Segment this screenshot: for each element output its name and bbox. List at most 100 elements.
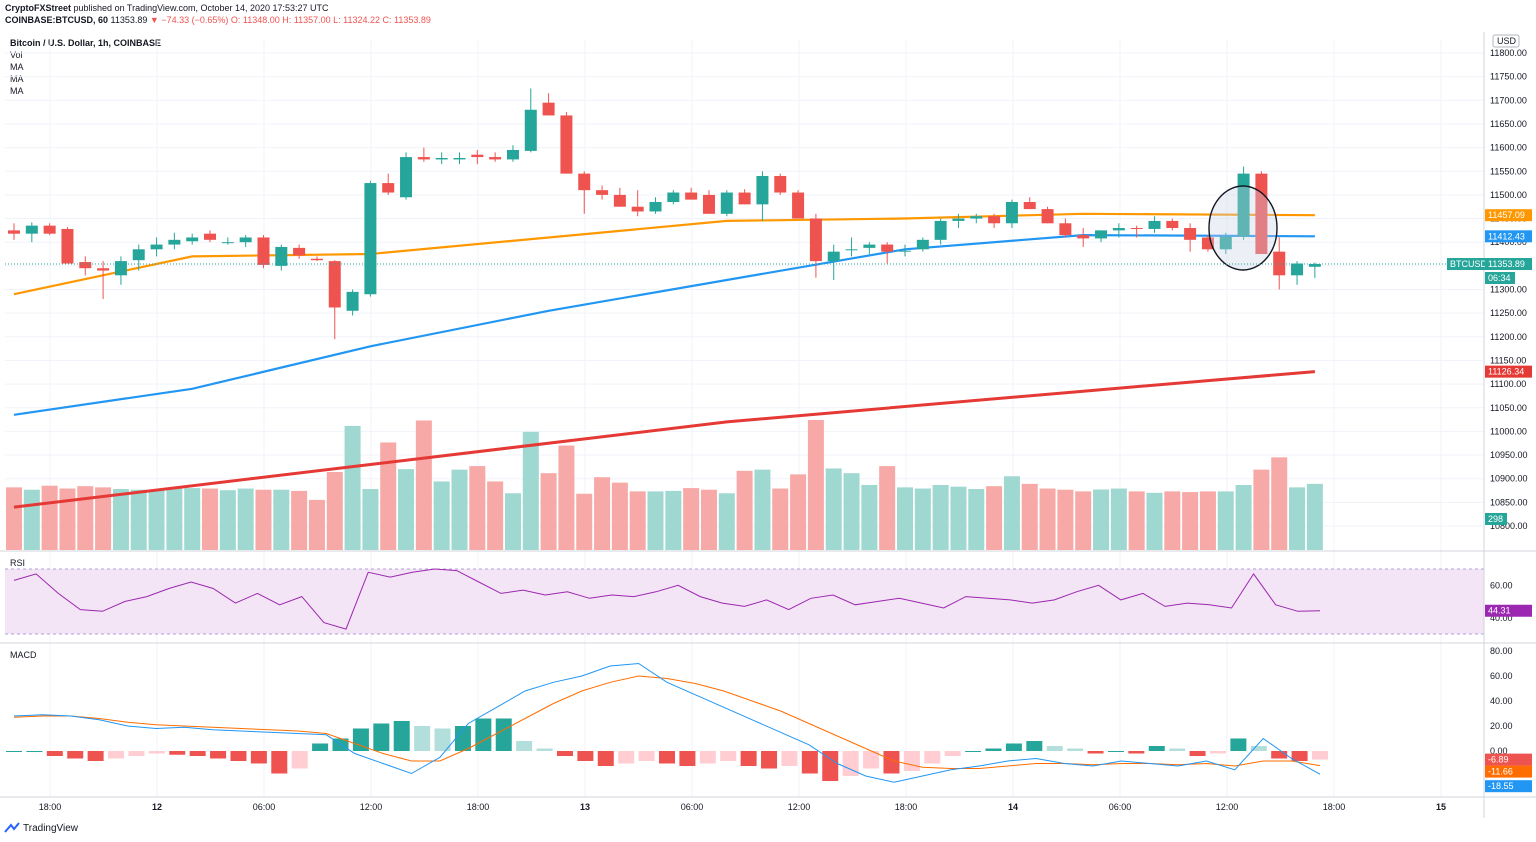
volume-bar [415, 420, 432, 550]
macd-histogram-bar [1230, 738, 1247, 751]
volume-bar [1075, 491, 1092, 550]
volume-bar [558, 445, 575, 550]
macd-line-value-label: -18.55 [1488, 781, 1514, 791]
volume-bar [861, 485, 878, 550]
volume-bar [1182, 492, 1199, 550]
volume-bar [1128, 491, 1145, 550]
price-tick-label: 11650.00 [1490, 119, 1527, 129]
price-tick-label: 11700.00 [1490, 95, 1527, 105]
candle-body [275, 246, 288, 266]
macd-histogram-bar [536, 748, 553, 751]
macd-histogram-bar [842, 751, 859, 776]
legend-item-ma[interactable]: MA [10, 74, 24, 84]
published-text: published on TradingView.com, October 14… [73, 3, 329, 13]
volume-bar [130, 489, 147, 550]
volume-bar [1306, 483, 1323, 550]
macd-histogram-bar [863, 751, 880, 769]
macd-histogram-bar [1148, 746, 1165, 751]
candle-body [1166, 220, 1179, 229]
macd-histogram-bar [352, 728, 369, 751]
volume-bar [1110, 488, 1127, 550]
legend-item-ma[interactable]: MA [10, 62, 24, 72]
volume-bar [487, 481, 504, 550]
volume-bar [1003, 476, 1020, 550]
volume-bar [790, 474, 807, 550]
macd-histogram-bar [6, 751, 22, 752]
candle-body [1237, 173, 1250, 237]
candle-body [364, 183, 377, 295]
ma-blue-line [13, 233, 1315, 416]
macd-histogram-bar [495, 718, 512, 751]
price-tick-label: 11600.00 [1490, 143, 1527, 153]
volume-bar [1271, 457, 1288, 550]
candle-body [1041, 209, 1054, 224]
volume-bar [968, 489, 985, 550]
price-tick-label: 11000.00 [1490, 426, 1527, 436]
rsi-band [5, 569, 1484, 634]
candle-body [1059, 223, 1072, 236]
volume-bar [986, 486, 1003, 550]
volume-bar [914, 488, 931, 550]
price-tick-label: 11800.00 [1490, 48, 1527, 58]
macd-histogram-bar [903, 751, 920, 771]
time-tick-label: 14 [1008, 802, 1018, 812]
volume-bar [344, 425, 361, 550]
rsi-pane-label[interactable]: RSI [10, 558, 26, 568]
rsi-value-label-bg [1485, 604, 1532, 617]
macd-histogram-bar [1067, 748, 1084, 751]
volume-value-label: 298 [1488, 514, 1503, 524]
countdown-label-bg [1485, 272, 1515, 285]
candle-body [328, 261, 341, 308]
candle-body [916, 239, 929, 250]
volume-bar [219, 490, 236, 550]
time-tick-label: 13 [580, 802, 590, 812]
legend-item-vol[interactable]: Vol [10, 50, 23, 60]
candle-body [186, 237, 199, 242]
macd-histogram-bar [434, 728, 451, 751]
volume-bar [594, 477, 611, 550]
candle-body [435, 158, 448, 160]
macd-histogram-bar [597, 751, 614, 766]
rsi-tick-label: 60.00 [1490, 580, 1513, 590]
rsi-value-label: 44.31 [1488, 606, 1511, 616]
time-tick-label: 12:00 [360, 802, 383, 812]
candle-body [453, 158, 466, 160]
macd-histogram-bar [1046, 746, 1063, 751]
volume-bar [700, 489, 717, 550]
candle-body [1308, 263, 1321, 267]
price-tick-label: 10850.00 [1490, 497, 1528, 507]
tradingview-icon [4, 822, 20, 833]
last-price-label-bg [1485, 258, 1532, 271]
tradingview-logo[interactable]: TradingView [4, 822, 78, 834]
candle-body [489, 157, 502, 160]
volume-bar [504, 493, 521, 550]
candle-body [952, 218, 965, 221]
volume-bar [736, 470, 753, 550]
macd-histogram-bar [618, 751, 635, 764]
candle-body [132, 249, 145, 261]
volume-bar [6, 487, 22, 550]
macd-histogram-bar [822, 751, 839, 781]
macd-histogram-bar [944, 751, 961, 756]
candle-body [1095, 230, 1108, 239]
candle-body [667, 192, 680, 202]
volume-bar [683, 488, 700, 550]
volume-bar [1235, 485, 1252, 550]
candle-body [114, 261, 127, 276]
volume-bar [665, 490, 682, 550]
candle-body [899, 250, 911, 252]
candle-body [970, 216, 983, 219]
publisher-name[interactable]: CryptoFXStreet [5, 3, 72, 13]
price-tick-label: 11300.00 [1490, 285, 1527, 295]
candle-body [1005, 201, 1018, 224]
macd-pane-label[interactable]: MACD [10, 650, 37, 660]
macd-histogram-bar [1250, 746, 1267, 751]
legend-title: Bitcoin / U.S. Dollar, 1h, COINBASE [10, 38, 162, 48]
candle-body [524, 109, 537, 151]
candle-body [863, 244, 876, 248]
legend-item-ma[interactable]: MA [10, 86, 24, 96]
volume-bar [202, 488, 219, 550]
candle-body [613, 194, 626, 207]
volume-bar [718, 493, 735, 550]
